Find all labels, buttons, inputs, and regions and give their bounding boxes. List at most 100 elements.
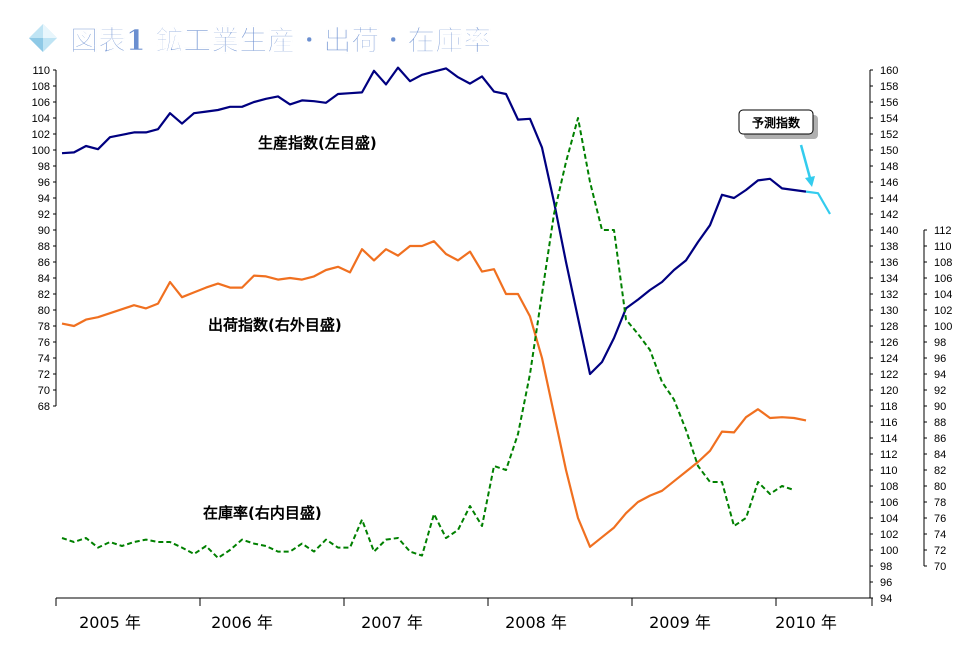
x-axis-year-label: 2010 年 <box>775 613 837 632</box>
left-axis-tick-label: 74 <box>38 353 50 365</box>
left-axis-tick-label: 82 <box>38 289 50 301</box>
right-outer-axis-tick-label: 122 <box>880 369 898 381</box>
plot-frame <box>55 70 925 599</box>
left-axis-tick-label: 88 <box>38 241 50 253</box>
right-inner-axis-tick-label: 90 <box>934 401 946 413</box>
right-inner-axis-tick-label: 94 <box>934 369 946 381</box>
inventory-label: 在庫率(右内目盛) <box>203 504 322 522</box>
right-outer-axis-tick-label: 146 <box>880 177 898 189</box>
right-outer-axis-tick-label: 154 <box>880 113 898 125</box>
right-outer-axis-tick-label: 108 <box>880 481 898 493</box>
right-outer-axis-tick-label: 110 <box>880 465 898 477</box>
right-outer-axis-tick-label: 114 <box>880 433 898 445</box>
right-outer-axis-tick-label: 124 <box>880 353 898 365</box>
right-outer-axis-tick-label: 140 <box>880 225 898 237</box>
right-outer-axis-tick-label: 142 <box>880 209 898 221</box>
right-inner-axis-tick-label: 84 <box>934 449 946 461</box>
right-outer-axis-tick-label: 136 <box>880 257 898 269</box>
production-label: 生産指数(左目盛) <box>258 134 377 152</box>
left-axis-tick-label: 104 <box>32 113 50 125</box>
series-lines <box>61 66 831 559</box>
production-series-line <box>61 66 807 376</box>
right-outer-axis-tick-label: 112 <box>880 449 898 461</box>
forecast-arrow <box>799 144 812 179</box>
right-inner-axis-ticks: 70 72 74 76 78 80 82 84 86 88 90 92 94 96 98 100 102 104 1… <box>924 225 952 573</box>
inventory-series-line <box>61 117 795 559</box>
left-axis-tick-label: 102 <box>32 129 50 141</box>
right-outer-axis-tick-label: 118 <box>880 401 898 413</box>
right-outer-axis-tick-label: 148 <box>880 161 898 173</box>
right-inner-axis-tick-label: 72 <box>934 545 946 557</box>
left-axis-tick-label: 86 <box>38 257 50 269</box>
left-axis-tick-label: 94 <box>38 193 50 205</box>
left-axis-tick-label: 96 <box>38 177 50 189</box>
x-axis-year-label: 2007 年 <box>361 613 423 632</box>
title-area: 図表1 鉱工業生産・出荷・在庫率 <box>29 24 492 57</box>
forecast-callout-label: 予測指数 <box>752 115 801 130</box>
right-inner-axis-tick-label: 106 <box>934 273 952 285</box>
right-inner-axis-tick-label: 108 <box>934 257 952 269</box>
right-inner-axis-tick-label: 96 <box>934 353 946 365</box>
right-inner-axis-tick-label: 82 <box>934 465 946 477</box>
right-outer-axis-tick-label: 144 <box>880 193 898 205</box>
right-outer-axis-tick-label: 126 <box>880 337 898 349</box>
left-axis-tick-label: 68 <box>38 401 50 413</box>
right-outer-axis-tick-label: 138 <box>880 241 898 253</box>
right-inner-axis-tick-label: 76 <box>934 513 946 525</box>
forecast-callout: 予測指数 <box>738 109 818 187</box>
x-axis-year-label: 2006 年 <box>211 613 273 632</box>
right-inner-axis-tick-label: 78 <box>934 497 946 509</box>
right-inner-axis-tick-label: 102 <box>934 305 952 317</box>
left-axis-tick-label: 90 <box>38 225 50 237</box>
forecast-arrow-head <box>805 176 815 187</box>
left-axis-tick-label: 70 <box>38 385 50 397</box>
x-axis-year-label: 2005 年 <box>79 613 141 632</box>
shipment-series-line <box>61 240 807 548</box>
forecast-series-line <box>805 190 831 215</box>
left-axis-tick-label: 110 <box>32 65 50 77</box>
left-axis-tick-label: 100 <box>32 145 50 157</box>
right-outer-axis-tick-label: 96 <box>880 577 892 589</box>
right-outer-axis-tick-label: 158 <box>880 81 898 93</box>
right-outer-axis-tick-label: 100 <box>880 545 898 557</box>
right-inner-axis-tick-label: 74 <box>934 529 946 541</box>
right-outer-axis-tick-label: 156 <box>880 97 898 109</box>
right-inner-axis-tick-label: 98 <box>934 337 946 349</box>
x-axis-ticks <box>55 598 873 606</box>
right-outer-axis-tick-label: 160 <box>880 65 898 77</box>
right-outer-axis-tick-label: 120 <box>880 385 898 397</box>
right-outer-axis-tick-label: 130 <box>880 305 898 317</box>
left-axis-tick-label: 98 <box>38 161 50 173</box>
right-outer-axis-tick-label: 94 <box>880 593 892 605</box>
right-inner-axis-tick-label: 112 <box>934 225 952 237</box>
forecast-callout-box <box>738 109 814 135</box>
right-outer-axis-ticks: 94 96 98 100 102 104 106 108 110 112 114 116 118 120 1… <box>870 65 898 605</box>
right-inner-axis-tick-label: 88 <box>934 417 946 429</box>
x-axis-year-labels: 2005 年 2006 年 2007 年 2008 年 2009 年 2010 年 <box>79 613 837 632</box>
x-axis-year-label: 2008 年 <box>505 613 567 632</box>
chart-title: 図表1 鉱工業生産・出荷・在庫率 <box>70 24 491 57</box>
right-outer-axis-tick-label: 98 <box>880 561 892 573</box>
left-axis-tick-label: 78 <box>38 321 50 333</box>
x-axis-year-label: 2009 年 <box>649 613 711 632</box>
right-outer-axis-tick-label: 104 <box>880 513 898 525</box>
right-outer-axis-tick-label: 128 <box>880 321 898 333</box>
right-outer-axis-tick-label: 132 <box>880 289 898 301</box>
right-inner-axis-tick-label: 80 <box>934 481 946 493</box>
left-axis-tick-label: 106 <box>32 97 50 109</box>
right-outer-axis-tick-label: 134 <box>880 273 898 285</box>
left-axis-tick-label: 72 <box>38 369 50 381</box>
diamond-icon <box>29 24 57 52</box>
right-inner-axis-tick-label: 110 <box>934 241 952 253</box>
right-outer-axis-tick-label: 102 <box>880 529 898 541</box>
right-outer-axis-tick-label: 150 <box>880 145 898 157</box>
right-inner-axis-tick-label: 86 <box>934 433 946 445</box>
left-axis-tick-label: 80 <box>38 305 50 317</box>
right-outer-axis-tick-label: 106 <box>880 497 898 509</box>
right-inner-axis-tick-label: 100 <box>934 321 952 333</box>
left-axis-tick-label: 76 <box>38 337 50 349</box>
left-axis-ticks: 68 70 72 74 76 78 80 82 84 86 88 90 92 94 96 98 100 102 10… <box>32 65 56 413</box>
right-outer-axis-tick-label: 152 <box>880 129 898 141</box>
right-inner-axis-tick-label: 70 <box>934 561 946 573</box>
